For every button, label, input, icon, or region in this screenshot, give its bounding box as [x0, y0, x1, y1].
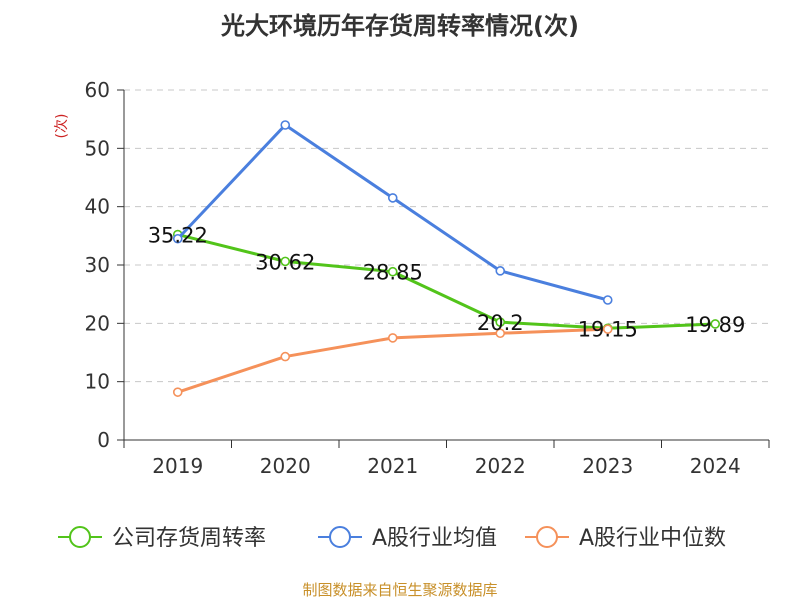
y-tick-label: 60	[85, 78, 110, 102]
y-tick-label: 20	[85, 311, 110, 335]
legend-label: 公司存货周转率	[112, 526, 266, 551]
legend-item-1[interactable]: A股行业均值	[318, 526, 497, 551]
data-point	[172, 387, 183, 397]
data-point	[280, 256, 291, 267]
y-tick-label: 0	[97, 428, 110, 452]
legend: 公司存货周转率 A股行业均值 A股行业中位数	[58, 526, 726, 551]
x-tick-label: 2021	[367, 454, 418, 478]
series-line	[177, 233, 716, 330]
series-2	[172, 324, 613, 397]
y-tick-label: 30	[85, 253, 110, 277]
y-tick-label: 40	[85, 195, 110, 219]
data-label: 30.62	[255, 250, 315, 274]
series-layer	[172, 120, 721, 397]
legend-label: A股行业均值	[372, 526, 497, 551]
legend-item-2[interactable]: A股行业中位数	[525, 526, 726, 551]
data-point	[172, 233, 183, 244]
data-point	[387, 266, 398, 277]
data-labels: 35.22 30.62 28.85 20.2 19.15 19.89	[148, 224, 746, 342]
data-point	[280, 351, 291, 362]
y-axis-label: (次)	[54, 114, 70, 139]
x-tick-label: 2019	[152, 454, 203, 478]
data-point	[387, 333, 398, 343]
data-point	[495, 317, 506, 327]
y-tick-label: 10	[85, 370, 110, 394]
data-label: 19.15	[578, 317, 638, 341]
data-label: 20.2	[477, 311, 524, 335]
legend-label: A股行业中位数	[579, 526, 726, 551]
data-point	[602, 324, 613, 334]
data-point	[387, 193, 398, 203]
data-point	[495, 266, 506, 276]
data-point	[710, 319, 721, 329]
x-tick-label: 2024	[690, 454, 741, 478]
data-point	[280, 120, 291, 130]
y-tick-label: 50	[85, 136, 110, 160]
data-label: 35.22	[148, 224, 208, 248]
chart-title: 光大环境历年存货周转率情况(次)	[220, 12, 579, 40]
axes: 0 10 20 30 40 50 60 2019 2020 2021 2022 2023 2024	[85, 78, 770, 478]
legend-marker	[536, 526, 558, 548]
data-point	[495, 328, 506, 339]
data-point	[602, 295, 613, 305]
x-tick-label: 2022	[475, 454, 526, 478]
source-footer: 制图数据来自恒生聚源数据库	[302, 581, 497, 599]
data-label: 28.85	[363, 261, 423, 285]
grid-lines	[124, 89, 769, 383]
x-tick-label: 2023	[582, 454, 633, 478]
legend-marker	[329, 526, 351, 548]
legend-marker	[69, 526, 91, 548]
series-1	[172, 120, 613, 305]
legend-item-0[interactable]: 公司存货周转率	[58, 526, 266, 551]
data-label: 19.89	[685, 313, 745, 337]
x-tick-label: 2020	[260, 454, 311, 478]
